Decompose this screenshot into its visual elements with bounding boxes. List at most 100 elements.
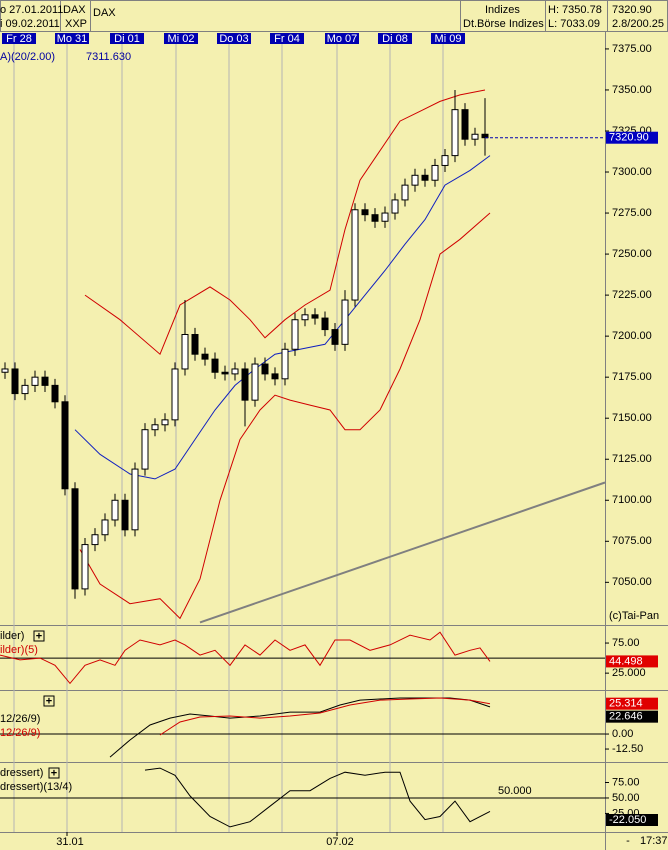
y-tick-label: 7225.00 [612,289,652,301]
day-label: Mi 02 [168,33,195,45]
y-tick-label: 7200.00 [612,330,652,342]
day-label-box [164,33,198,44]
indicator-line [199,481,606,624]
indicator-label: 12/26/9) [0,713,40,725]
candle-body [221,371,229,375]
instrument-name: DAX [93,7,116,19]
candle-body [391,199,399,214]
candle-body [331,329,339,345]
add-button-plus: + [36,630,42,642]
candle-body [231,368,239,375]
day-label-box [378,33,412,44]
candle-body [41,376,49,386]
day-label: Mo 31 [57,33,88,45]
candle-body [51,384,59,403]
y-tick-label: 7100.00 [612,494,652,506]
candle-body [421,174,429,181]
date-label: 07.02 [326,836,354,848]
add-button-plus: + [51,767,57,779]
value-tag [606,710,658,723]
band-legend-value: 7311.630 [86,51,131,63]
change: 2.8/200.25 [612,18,664,30]
day-label-box [431,33,465,44]
candle-body [481,133,489,139]
value-tag [606,814,658,826]
indicator-label: dressert)(13/4) [0,781,72,793]
candle-body [311,314,319,319]
indicator-line [79,212,491,620]
candle-body [261,363,269,375]
candle-body [81,544,89,590]
y-tick-label: 7050.00 [612,576,652,588]
symbol: DAX [63,4,86,16]
value-tag-label: 44.498 [609,655,643,667]
exchange: XXP [65,18,87,30]
candle-body [281,348,289,380]
date-from: o 27.01.2011 [0,4,63,16]
day-label: Do 03 [219,33,248,45]
candle-body [471,133,479,140]
last-price-label: 7320.90 [609,132,649,144]
add-button[interactable] [48,767,60,779]
group: Indizes [485,4,520,16]
candle-body [71,488,79,590]
candle-body [181,334,189,370]
header-cell [0,0,61,32]
y-tick-label: 7250.00 [612,248,652,260]
header-cell [460,0,546,32]
indicator-label: 12/26/9) [0,727,40,739]
candle-body [271,373,279,380]
candle-body [241,368,249,401]
candle-body [451,109,459,157]
y-tick-label: 7075.00 [612,535,652,547]
reference-label: 50.000 [498,785,532,797]
y-tick-label: 75.00 [612,776,640,788]
y-tick-label: 7150.00 [612,412,652,424]
date-label: 31.01 [56,836,84,848]
candle-body [381,212,389,222]
candle-body [371,214,379,222]
add-button[interactable] [33,630,45,642]
band-legend: A)(20/2.00) [0,51,55,63]
last: 7320.90 [612,4,652,16]
candle-body [111,499,119,521]
indicator-line [0,631,491,685]
y-tick-label: 7375.00 [612,43,652,55]
indicator-line [144,767,491,828]
y-tick-label: 7275.00 [612,207,652,219]
value-tag [606,655,658,668]
y-tick-label: 7175.00 [612,371,652,383]
candle-body [131,468,139,531]
candle-body [101,519,109,536]
y-tick-label: -12.50 [612,743,643,755]
day-label-box [55,33,89,44]
high: H: 7350.78 [548,4,602,16]
candle-body [141,429,149,470]
y-tick-label: 7350.00 [612,84,652,96]
y-tick-label: 50.00 [612,792,640,804]
value-tag-label: 25.314 [609,698,643,710]
y-tick-label: 7300.00 [612,166,652,178]
indicator-label: dressert) [0,767,43,779]
y-tick-label: 25.000 [612,667,646,679]
candle-body [171,368,179,421]
low: L: 7033.09 [548,18,600,30]
clock: 17:37:50 [640,835,668,847]
candle-body [431,164,439,181]
candle-body [61,401,69,490]
add-button[interactable] [43,695,55,707]
header-cell [90,0,461,32]
candle-body [1,368,9,373]
day-label-box [217,33,251,44]
candle-body [301,314,309,321]
candle-body [31,376,39,386]
candle-body [461,109,469,140]
candle-body [341,299,349,345]
candle-body [351,209,359,301]
day-label: Mi 09 [435,33,462,45]
value-tag-label: -22.050 [609,814,646,826]
last-price-tag [606,131,658,144]
header-cell [607,0,668,32]
header-cell [60,0,91,32]
